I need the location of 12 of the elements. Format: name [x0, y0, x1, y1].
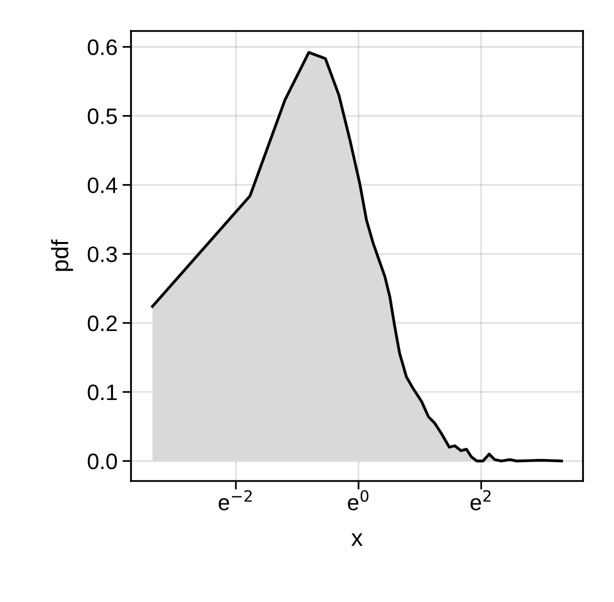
y-tick-label: 0.4 [88, 177, 118, 194]
x-axis-title: x [351, 533, 363, 546]
x-tick-label: e$^{−2}$ [218, 490, 252, 510]
x-tick-label: e$^{0}$ [348, 490, 368, 510]
y-tick-label: 0.2 [88, 315, 117, 332]
x-tick-label: e$^{2}$ [470, 490, 491, 510]
y-tick-label: 0.1 [88, 384, 117, 400]
y-tick-label: 0.6 [88, 39, 117, 56]
y-tick-label: 0.5 [88, 108, 117, 124]
y-tick-label: 0.3 [88, 246, 117, 262]
y-axis-title: pdf [51, 240, 74, 271]
y-tick-label: 0.0 [88, 454, 117, 470]
